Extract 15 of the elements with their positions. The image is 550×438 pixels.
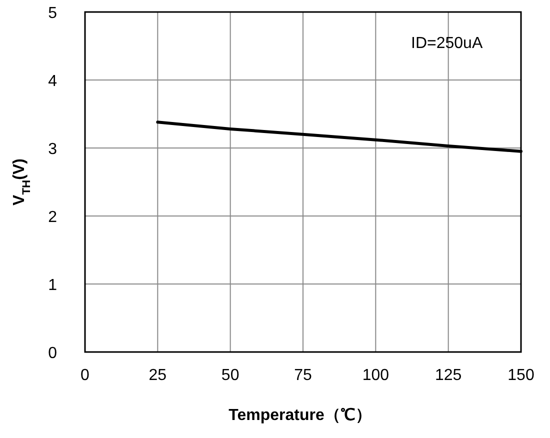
x-tick-label: 75 [294, 367, 312, 384]
x-tick-label: 50 [221, 367, 240, 384]
y-tick-label: 5 [48, 5, 58, 22]
x-tick-label: 25 [148, 367, 167, 384]
y-tick-label: 2 [48, 209, 58, 226]
x-tick-label: 150 [508, 367, 534, 384]
y-tick-label: 3 [48, 141, 58, 158]
y-tick-label: 1 [48, 277, 58, 294]
x-tick-label: 100 [362, 367, 390, 384]
x-axis-title: Temperature（℃） [228, 407, 372, 424]
x-tick-label: 0 [80, 367, 90, 384]
y-tick-label: 0 [48, 345, 58, 362]
annotation: ID=250uA [411, 35, 483, 52]
x-tick-label: 125 [434, 367, 462, 384]
y-tick-label: 4 [48, 73, 58, 90]
